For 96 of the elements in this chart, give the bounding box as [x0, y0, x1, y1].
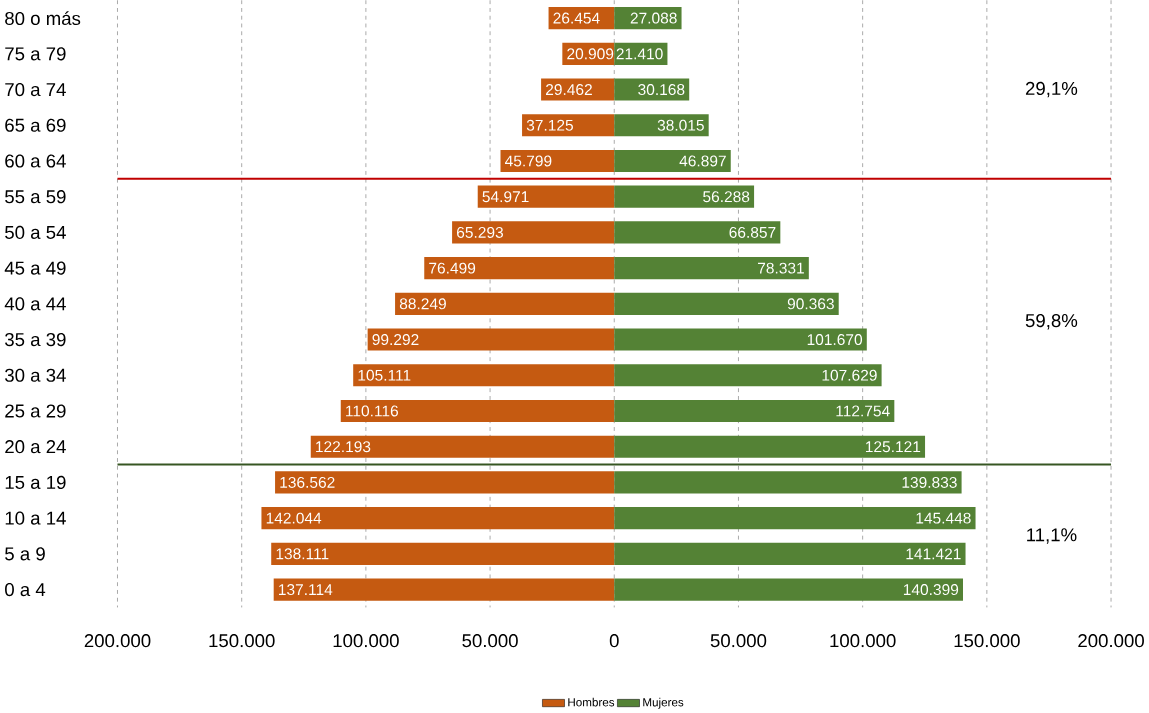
data-label: 30.168: [638, 83, 685, 95]
y-tick-label: 70 a 74: [5, 82, 66, 96]
data-label: 76.499: [429, 262, 476, 274]
data-label: 139.833: [902, 476, 957, 488]
data-label: 46.897: [679, 155, 726, 167]
legend-label: Mujeres: [643, 697, 684, 709]
data-label: 138.111: [276, 548, 329, 560]
data-label: 145.448: [916, 512, 971, 524]
data-label: 110.116: [346, 405, 399, 417]
x-tick-label: 100.000: [333, 633, 399, 648]
data-label: 136.562: [280, 476, 335, 488]
bar: [452, 221, 615, 244]
bar: [614, 256, 809, 280]
bar: [614, 114, 709, 137]
data-label: 142.044: [266, 512, 322, 524]
data-label: 66.857: [729, 226, 776, 238]
annotation: 11,1%: [1027, 528, 1077, 544]
y-tick-label: 10 a 14: [5, 511, 66, 525]
bar: [541, 78, 615, 101]
data-label: 65.293: [457, 226, 504, 238]
data-label: 20.909: [567, 48, 614, 60]
bar: [614, 78, 690, 101]
data-label: 101.670: [807, 333, 863, 345]
bar: [522, 114, 615, 137]
data-label: 45.799: [505, 155, 552, 167]
bar: [614, 221, 781, 244]
y-tick-label: 30 a 34: [5, 368, 66, 382]
bar: [614, 399, 895, 422]
x-tick-label: 0: [609, 633, 619, 648]
y-tick-label: 45 a 49: [4, 261, 66, 275]
data-label: 29.462: [546, 83, 592, 95]
data-label: 141.421: [906, 548, 961, 560]
bar: [271, 542, 615, 565]
bar: [477, 185, 615, 208]
data-label: 56.288: [703, 191, 750, 202]
bar: [261, 506, 615, 530]
bar: [275, 471, 615, 494]
bar: [614, 506, 976, 530]
data-label: 99.292: [372, 333, 419, 345]
y-tick-label: 5 a 9: [5, 547, 45, 561]
data-label: 26.454: [553, 12, 600, 24]
bar: [614, 364, 882, 387]
bar: [614, 149, 731, 172]
bar: [500, 149, 615, 172]
y-tick-label: 60 a 64: [5, 154, 66, 168]
bar: [614, 471, 962, 494]
x-tick-label: 150.000: [209, 633, 275, 648]
y-tick-label: 40 a 44: [4, 297, 66, 311]
bar: [614, 6, 682, 29]
data-label: 88.249: [399, 298, 446, 310]
y-tick-label: 0 a 4: [5, 582, 46, 596]
bar: [614, 185, 755, 208]
y-tick-label: 20 a 24: [5, 439, 66, 454]
x-tick-label: 150.000: [954, 633, 1020, 648]
bar: [424, 256, 615, 280]
bar: [395, 292, 615, 315]
y-tick-label: 65 a 69: [5, 118, 66, 132]
y-tick-label: 35 a 39: [5, 332, 66, 346]
annotation: 59,8%: [1025, 313, 1078, 330]
y-tick-label: 75 a 79: [5, 47, 66, 61]
data-label: 37.125: [526, 119, 573, 131]
bar: [614, 578, 963, 601]
bar: [614, 292, 839, 315]
x-tick-label: 50.000: [710, 633, 767, 648]
bar: [310, 435, 615, 458]
bar: [353, 364, 615, 387]
data-label: 122.193: [316, 441, 371, 452]
annotation: 29,1%: [1025, 81, 1078, 98]
bar: [273, 578, 615, 601]
data-label: 90.363: [787, 298, 834, 310]
bar: [614, 542, 966, 565]
y-tick-label: 25 a 29: [5, 404, 66, 418]
data-label: 137.114: [279, 583, 333, 595]
bar: [340, 399, 615, 422]
bar: [614, 328, 867, 351]
x-tick-label: 200.000: [1078, 633, 1144, 648]
bar: [367, 328, 615, 351]
x-tick-label: 50.000: [462, 633, 518, 648]
data-label: 27.088: [630, 12, 677, 24]
x-tick-label: 200.000: [84, 633, 151, 648]
data-label: 78.331: [758, 262, 804, 274]
data-label: 140.399: [903, 583, 959, 595]
data-label: 107.629: [822, 369, 877, 381]
data-label: 105.111: [358, 369, 411, 381]
x-tick-label: 100.000: [830, 633, 896, 648]
data-label: 125.121: [865, 441, 921, 452]
legend-label: Hombres: [568, 697, 615, 707]
y-tick-label: 55 a 59: [5, 189, 66, 204]
y-tick-label: 15 a 19: [5, 475, 66, 489]
data-label: 38.015: [657, 119, 704, 131]
data-label: 112.754: [836, 405, 890, 417]
y-tick-label: 50 a 54: [5, 225, 66, 239]
bar: [614, 435, 926, 458]
data-label: 21.410: [616, 48, 663, 60]
y-tick-label: 80 o más: [5, 10, 81, 25]
data-label: 54.971: [482, 191, 529, 202]
